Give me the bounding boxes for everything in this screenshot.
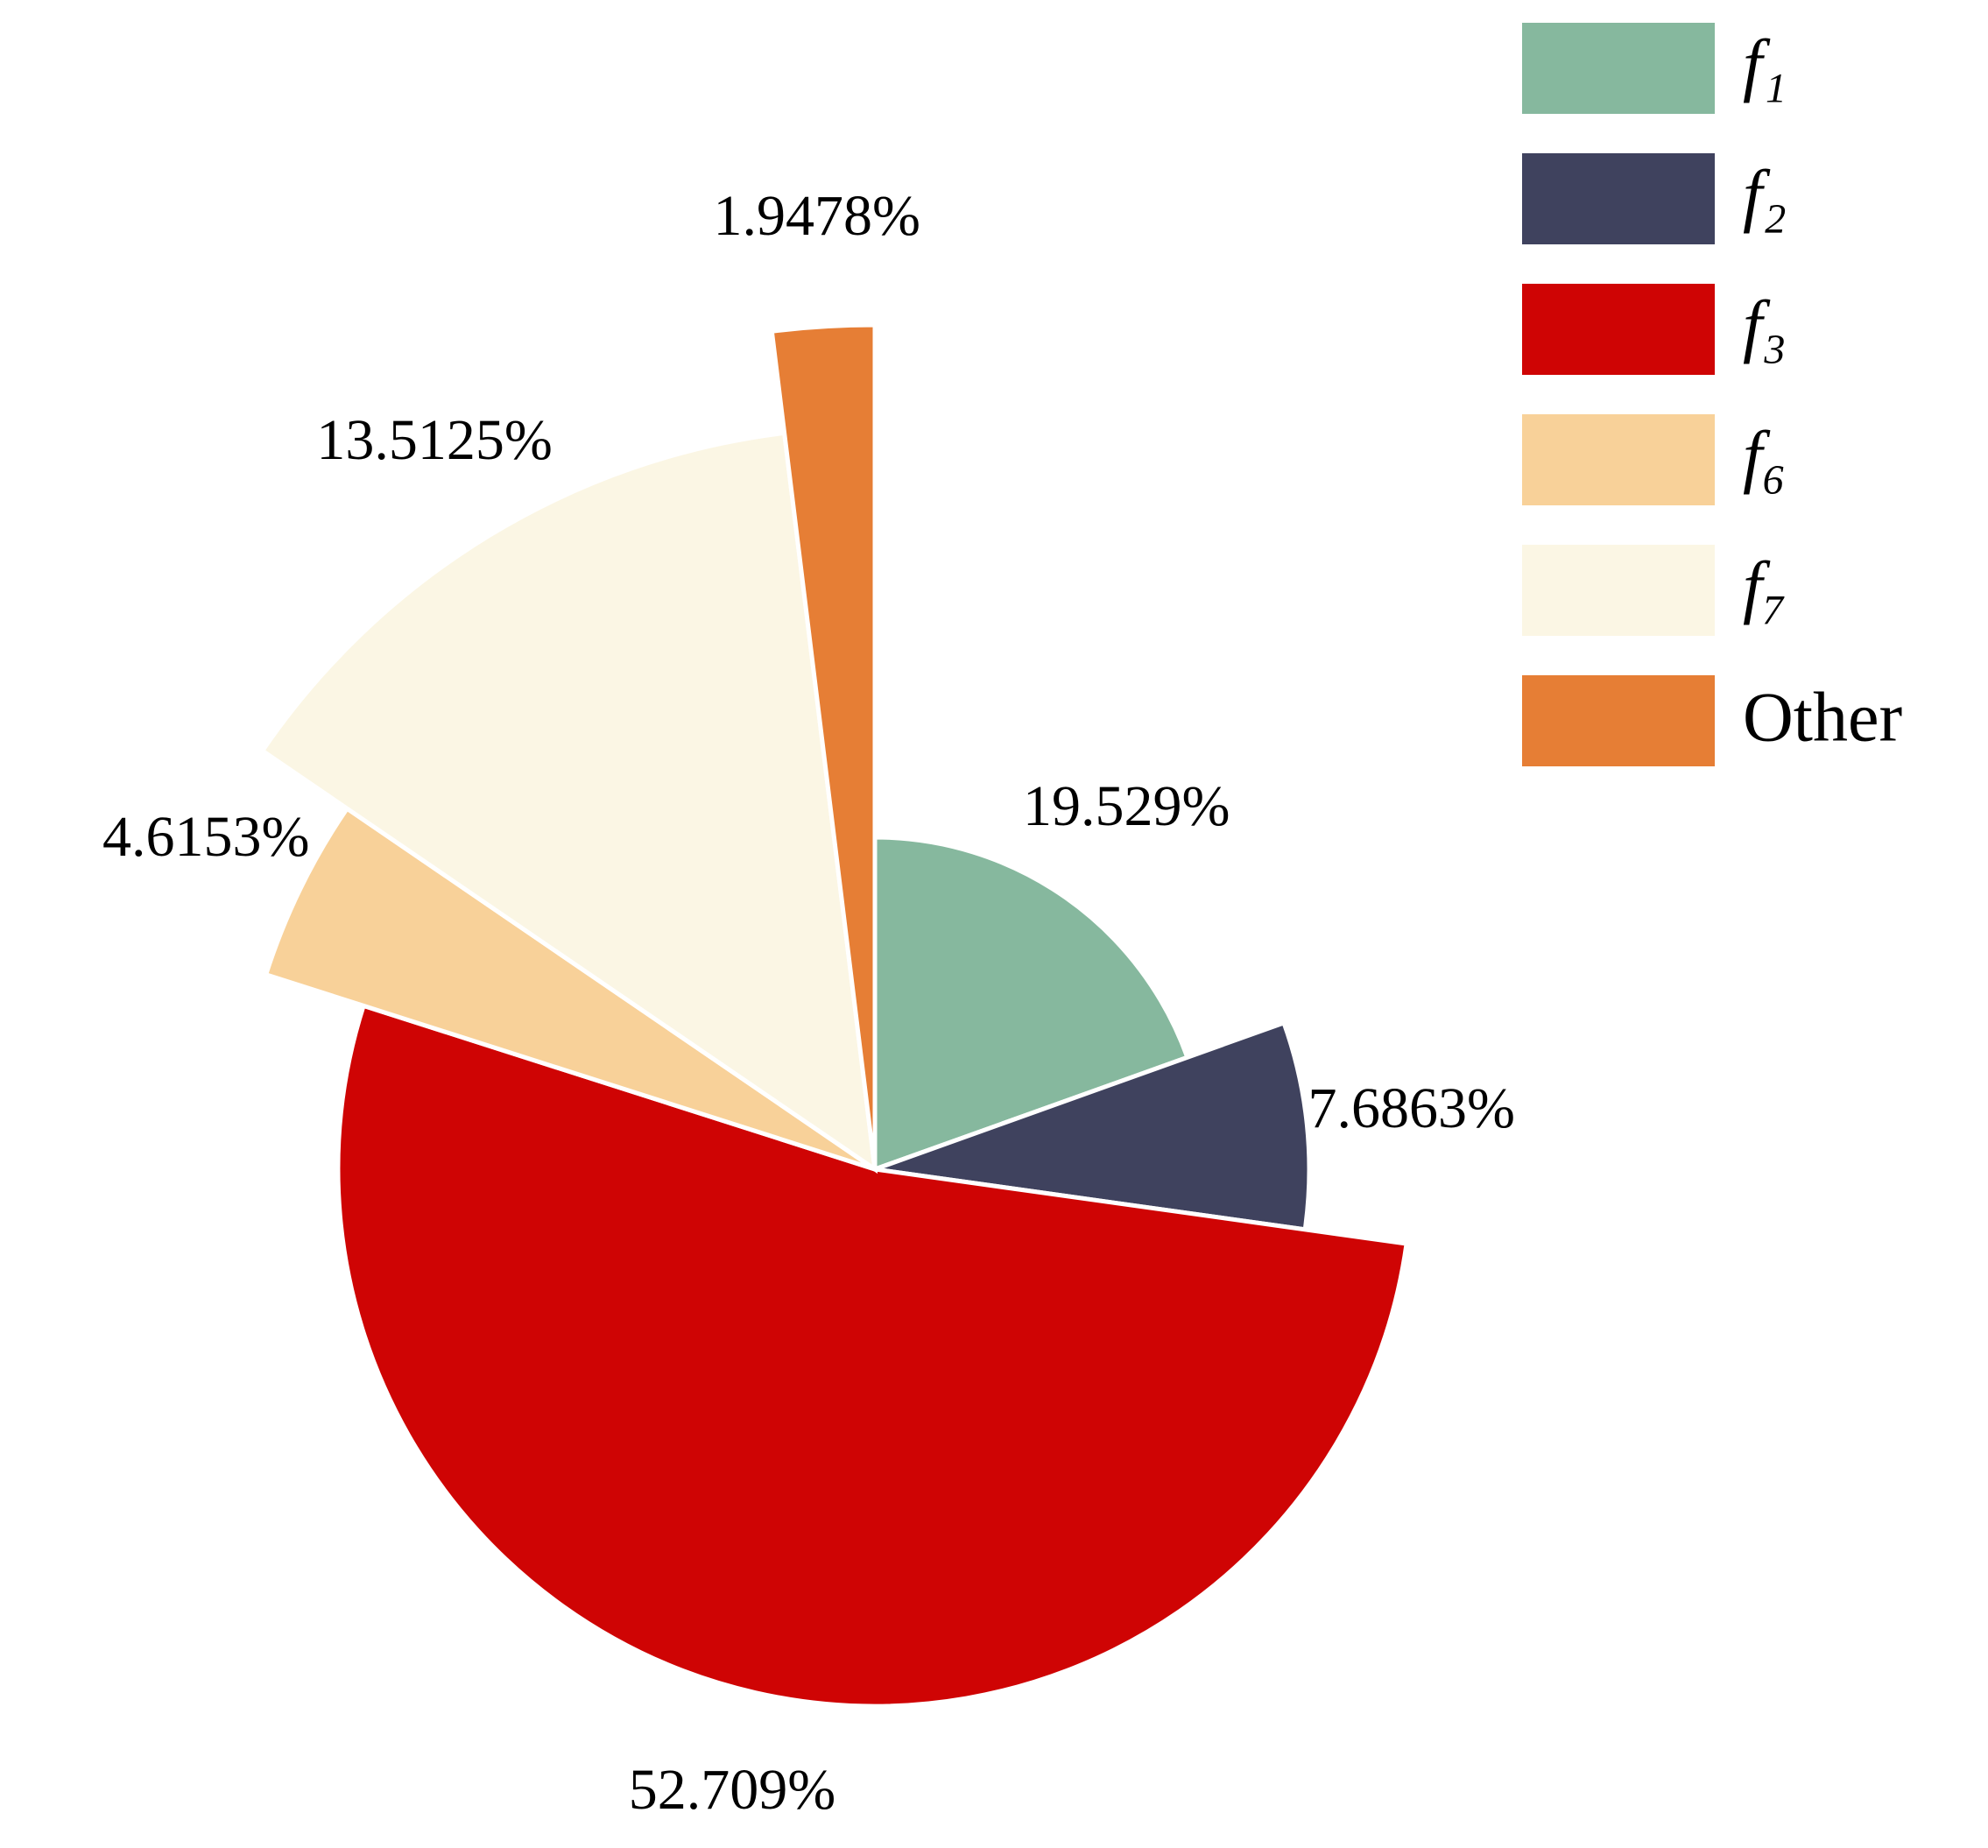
pie-slice xyxy=(874,1019,1312,1232)
pie-slice xyxy=(263,805,877,1172)
legend-label: f₃ xyxy=(1743,287,1787,364)
slice-label: 1.9478% xyxy=(713,184,920,248)
legend-swatch xyxy=(1522,675,1715,766)
legend-swatch xyxy=(1522,23,1715,114)
pie-slice xyxy=(335,1003,1409,1709)
pie-slice xyxy=(769,322,878,1170)
legend-label: f₂ xyxy=(1743,157,1787,234)
legend-swatch xyxy=(1522,153,1715,244)
slice-label: 7.6863% xyxy=(1308,1076,1515,1140)
pie-slice xyxy=(259,430,878,1174)
legend-label: Other xyxy=(1743,679,1902,756)
legend-label: f₆ xyxy=(1743,418,1787,495)
slice-label: 19.529% xyxy=(1023,774,1230,838)
slice-label: 4.6153% xyxy=(102,805,309,869)
legend-swatch xyxy=(1522,284,1715,375)
legend-swatch xyxy=(1522,545,1715,636)
slice-label: 52.709% xyxy=(629,1758,835,1822)
legend-label: f₁ xyxy=(1743,26,1787,103)
legend-swatch xyxy=(1522,414,1715,505)
slice-label: 13.5125% xyxy=(316,408,552,472)
legend-label: f₇ xyxy=(1743,548,1787,625)
pie-slice xyxy=(872,835,1191,1173)
